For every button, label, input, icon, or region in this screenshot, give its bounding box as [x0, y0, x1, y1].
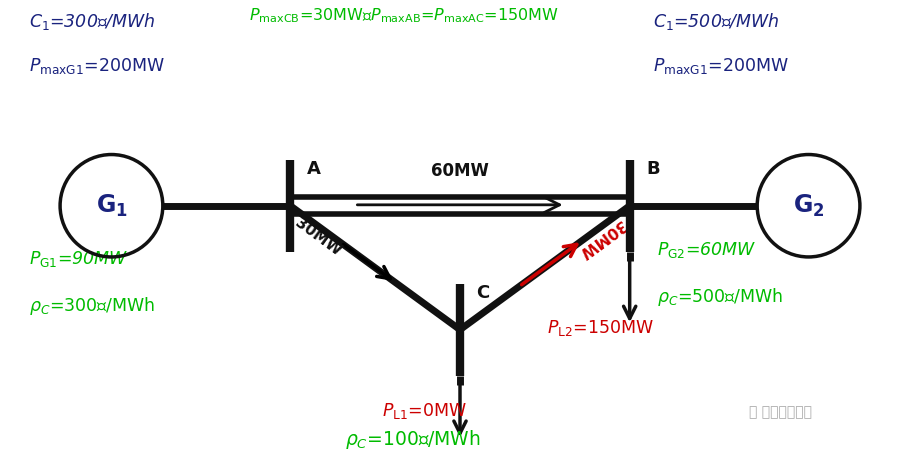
- Text: A: A: [307, 160, 321, 178]
- Text: $\rho_C$=100･/MWh: $\rho_C$=100･/MWh: [345, 428, 481, 451]
- Text: B: B: [645, 160, 659, 178]
- Text: $P_{\rm L1}$=0MW: $P_{\rm L1}$=0MW: [381, 401, 466, 421]
- Text: $\mathbf{G_1}$: $\mathbf{G_1}$: [96, 193, 127, 219]
- Text: $\rho_C$=500･/MWh: $\rho_C$=500･/MWh: [656, 286, 782, 308]
- Text: 30MW: 30MW: [574, 216, 627, 260]
- Text: $P_{\rm G2}$=60MW: $P_{\rm G2}$=60MW: [656, 240, 756, 260]
- Text: 60MW: 60MW: [431, 162, 488, 180]
- Text: $P_{\rm maxG1}$=200MW: $P_{\rm maxG1}$=200MW: [652, 56, 788, 77]
- Text: $\rho_C$=300･/MWh: $\rho_C$=300･/MWh: [28, 295, 154, 317]
- Text: $\mathit{C}_1$=500･/MWh: $\mathit{C}_1$=500･/MWh: [652, 11, 778, 31]
- Text: C: C: [476, 284, 489, 302]
- Text: 30MW: 30MW: [291, 216, 344, 259]
- Text: $\mathbf{G_2}$: $\mathbf{G_2}$: [792, 193, 823, 219]
- Text: 📶 走进电力市场: 📶 走进电力市场: [748, 405, 811, 419]
- Text: $P_{\rm G1}$=90MW: $P_{\rm G1}$=90MW: [28, 249, 129, 269]
- Text: $P_{\rm maxCB}$=30MW，$P_{\rm maxAB}$=$P_{\rm maxAC}$=150MW: $P_{\rm maxCB}$=30MW，$P_{\rm maxAB}$=$P_…: [249, 6, 558, 24]
- Text: $P_{\rm maxG1}$=200MW: $P_{\rm maxG1}$=200MW: [28, 56, 165, 77]
- Text: $\mathit{C}_1$=300･/MWh: $\mathit{C}_1$=300･/MWh: [28, 11, 155, 31]
- Text: $P_{\rm L2}$=150MW: $P_{\rm L2}$=150MW: [547, 318, 653, 338]
